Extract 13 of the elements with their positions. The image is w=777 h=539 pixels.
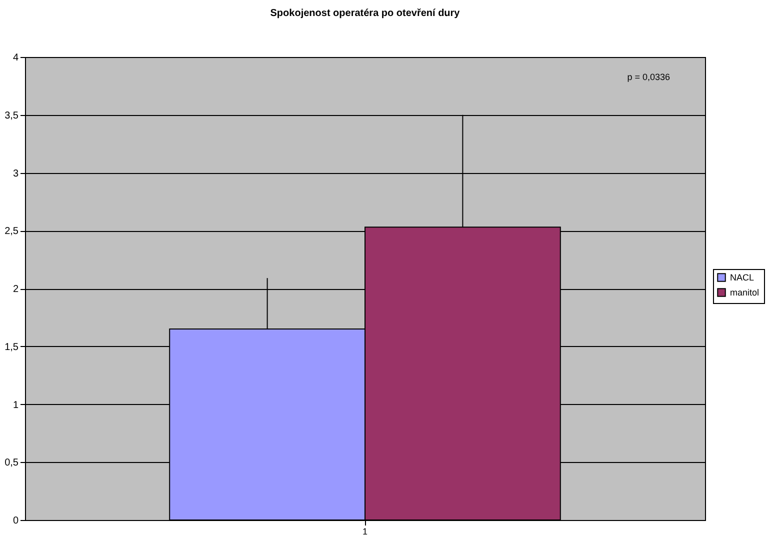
y-tick-label: 1,5 (4, 342, 19, 353)
y-tick-label: 2 (12, 284, 19, 295)
legend-label: manitol (730, 288, 760, 298)
y-tick-label: 0,5 (4, 458, 19, 469)
y-tick-label: 3,5 (4, 110, 19, 122)
y-tick-label: 3 (12, 168, 19, 180)
y-tick-label: 0 (12, 516, 19, 526)
annotation: p = 0,0336 (627, 72, 670, 82)
y-tick-label: 2,5 (4, 226, 19, 238)
y-tick-label: 4 (12, 52, 19, 64)
y-tick-label: 1 (12, 400, 19, 411)
legend-label: NACL (730, 272, 754, 282)
chart-title: Spokojenost operatéra po otevření dury (270, 8, 460, 19)
